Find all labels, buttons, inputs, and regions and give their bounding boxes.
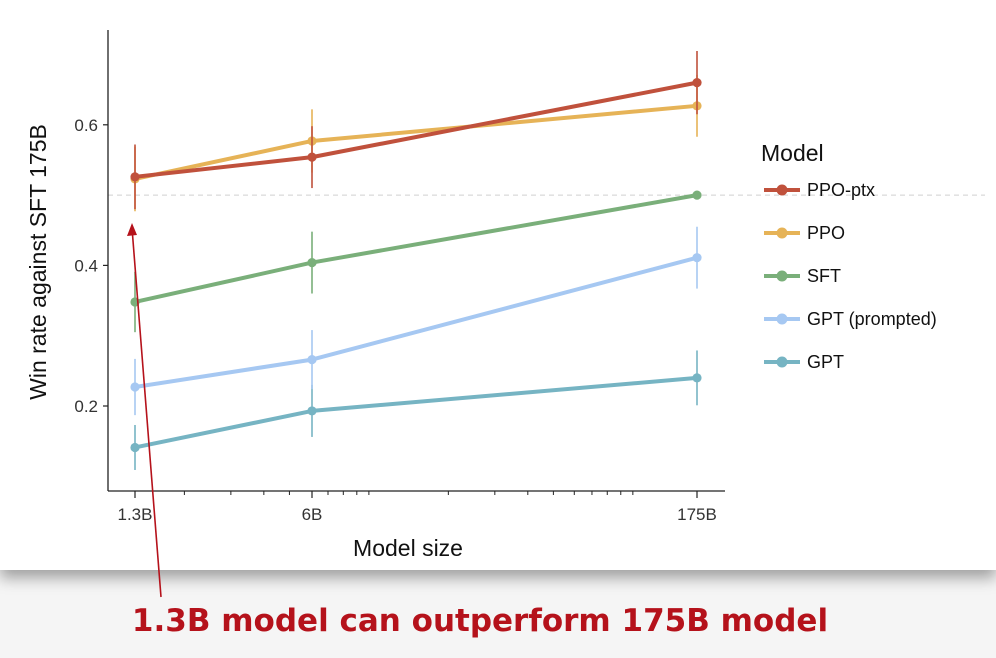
annotation-caption: 1.3B model can outperform 175B model — [131, 603, 829, 639]
legend-title: Model — [761, 140, 824, 166]
data-point — [692, 373, 702, 383]
x-tick-label-1: 6B — [302, 505, 323, 524]
legend-item-ppo-ptx: PPO-ptx — [764, 180, 875, 200]
legend-swatch-dot — [776, 313, 788, 325]
series-ppo-ptx — [130, 50, 702, 210]
legend-label: GPT (prompted) — [807, 309, 937, 329]
data-point — [130, 297, 140, 307]
series-ppo — [130, 74, 702, 212]
legend-swatch-dot — [776, 184, 788, 196]
legend-label: PPO-ptx — [807, 180, 875, 200]
y-tick-label-0: 0.2 — [74, 397, 98, 416]
legend-item-gpt: GPT — [764, 352, 844, 372]
data-point — [307, 355, 317, 365]
x-axis-title: Model size — [353, 535, 463, 561]
y-tick-label-2: 0.6 — [74, 116, 98, 135]
series-line — [133, 255, 699, 390]
data-point — [307, 257, 317, 268]
legend-label: GPT — [807, 352, 844, 372]
legend-label: PPO — [807, 223, 845, 243]
data-point — [692, 253, 702, 263]
chart-panel: 0.2 0.4 0.6 1.3B 6B 175B Model size Win rate ag… — [25, 30, 985, 561]
series-sft — [130, 190, 702, 333]
legend: Model PPO-ptx PPO SFT GPT (prompted) GPT — [761, 140, 937, 372]
series-line — [133, 193, 699, 304]
data-point — [307, 152, 317, 162]
legend-item-sft: SFT — [764, 266, 841, 286]
series-group — [130, 50, 702, 470]
data-point — [130, 382, 140, 392]
axes-group: 0.2 0.4 0.6 1.3B 6B 175B Model size Win rate ag… — [25, 30, 725, 561]
series-gpt — [130, 350, 702, 470]
legend-swatch-dot — [776, 356, 788, 368]
y-tick-label-1: 0.4 — [74, 256, 98, 275]
legend-label: SFT — [807, 266, 841, 286]
legend-item-ppo: PPO — [764, 223, 845, 243]
data-point — [130, 172, 140, 182]
legend-item-gpt-prompted-: GPT (prompted) — [764, 309, 937, 329]
legend-swatch-dot — [776, 270, 788, 282]
legend-swatch-dot — [776, 227, 788, 239]
win-rate-chart: 0.2 0.4 0.6 1.3B 6B 175B Model size Win rate ag… — [25, 30, 985, 561]
y-axis-title: Win rate against SFT 175B — [25, 124, 51, 400]
series-gpt-prompted- — [130, 226, 702, 416]
data-point — [307, 406, 317, 416]
series-line — [133, 375, 699, 450]
data-point — [130, 442, 140, 453]
data-point — [692, 190, 702, 200]
data-point — [692, 78, 702, 88]
x-tick-label-2: 175B — [677, 505, 717, 524]
x-tick-label-0: 1.3B — [118, 505, 153, 524]
